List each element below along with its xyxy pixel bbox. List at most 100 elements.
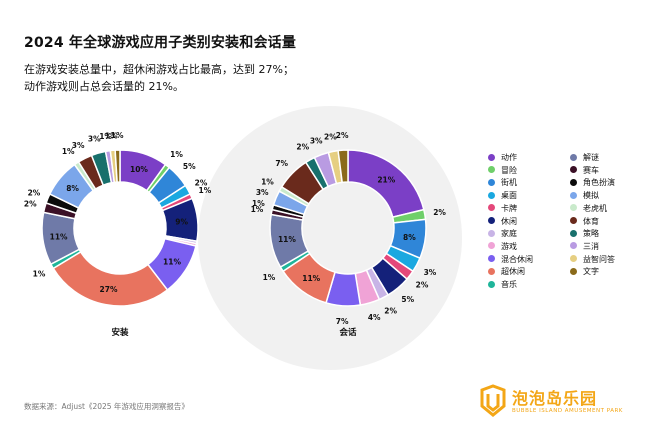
legend-item-动作: 动作 xyxy=(488,152,517,164)
data-label-解谜: 11% xyxy=(278,235,296,244)
data-label-卡牌: 1% xyxy=(199,186,212,195)
legend-swatch xyxy=(488,166,495,174)
legend-swatch xyxy=(488,242,495,250)
legend-item-混合休闲: 混合休闲 xyxy=(488,254,533,266)
sessions-donut: 21%2%8%3%2%5%2%4%7%11%1%11%1%1%3%1%7%2%3… xyxy=(251,131,447,326)
data-label-混合休闲: 7% xyxy=(336,317,349,326)
legend-item-桌面: 桌面 xyxy=(488,190,517,202)
legend-label: 家庭 xyxy=(501,229,517,239)
data-label-游戏: 4% xyxy=(368,313,381,322)
chart-title: 2024 年全球游戏应用子类别安装和会话量 xyxy=(24,35,297,51)
legend-swatch xyxy=(488,153,495,161)
data-label-卡牌: 2% xyxy=(416,280,429,289)
legend-label: 桌面 xyxy=(501,191,517,201)
legend-swatch xyxy=(488,255,495,263)
legend-label: 动作 xyxy=(501,153,517,162)
data-label-文字: 2% xyxy=(336,131,349,140)
data-label-益智问答: 2% xyxy=(324,133,337,142)
legend-item-益智问答: 益智问答 xyxy=(570,254,615,266)
legend-swatch xyxy=(570,153,577,161)
brand-name: 泡泡岛乐园 xyxy=(512,389,598,408)
legend-swatch xyxy=(488,217,495,224)
legend-label: 角色扮演 xyxy=(583,178,615,188)
slice-文字 xyxy=(337,149,349,184)
data-label-街机: 5% xyxy=(183,162,196,171)
legend-label: 赛车 xyxy=(583,165,599,175)
chart-subtitle: 在游戏安装总量中，超休闲游戏占比最高，达到 27%； 动作游戏则占总会话量的 2… xyxy=(24,61,294,95)
data-label-混合休闲: 11% xyxy=(163,258,181,267)
data-label-解谜: 11% xyxy=(50,233,68,242)
legend-item-赛车: 赛车 xyxy=(570,165,599,177)
slice-文字 xyxy=(114,149,121,183)
legend-label: 解谜 xyxy=(583,153,599,162)
data-label-冒险: 1% xyxy=(170,150,183,159)
legend-swatch xyxy=(570,191,577,199)
legend-item-解谜: 解谜 xyxy=(570,152,599,164)
data-label-动作: 10% xyxy=(130,165,148,174)
legend-item-休闲: 休闲 xyxy=(488,216,517,228)
data-label-动作: 21% xyxy=(377,175,395,184)
data-label-超休闲: 11% xyxy=(302,274,320,283)
legend-label: 益智问答 xyxy=(583,254,615,264)
legend-label: 混合休闲 xyxy=(501,254,533,264)
data-label-休闲: 5% xyxy=(401,295,414,304)
legend-item-卡牌: 卡牌 xyxy=(488,203,517,215)
legend-item-文字: 文字 xyxy=(570,266,599,278)
data-label-休闲: 9% xyxy=(175,217,188,226)
legend-swatch xyxy=(488,191,495,199)
legend-swatch xyxy=(570,267,577,275)
data-label-赛车: 2% xyxy=(24,200,37,209)
legend-label: 休闲 xyxy=(501,216,517,226)
subtitle-line-2: 动作游戏则占总会话量的 21%。 xyxy=(24,80,184,93)
data-label-角色扮演: 1% xyxy=(252,199,265,208)
legend-label: 游戏 xyxy=(501,241,517,251)
legend-item-体育: 体育 xyxy=(570,216,599,228)
legend-item-街机: 街机 xyxy=(488,177,517,189)
legend-item-策略: 策略 xyxy=(570,228,599,240)
legend-item-音乐: 音乐 xyxy=(488,279,517,291)
legend-label: 文字 xyxy=(583,267,599,277)
legend-item-角色扮演: 角色扮演 xyxy=(570,177,615,189)
data-label-模拟: 8% xyxy=(66,184,79,193)
data-label-冒险: 2% xyxy=(433,208,446,217)
sessions-chart-title: 会话 xyxy=(338,327,357,338)
installs-donut: 10%1%5%2%1%9%11%27%1%11%2%2%8%1%3%3%1%1%… xyxy=(24,131,212,307)
legend-item-老虎机: 老虎机 xyxy=(570,203,607,215)
data-label-模拟: 3% xyxy=(256,188,269,197)
legend-label: 街机 xyxy=(501,178,517,188)
legend-label: 超休闲 xyxy=(501,267,525,277)
source-note: 数据来源：Adjust《2025 年游戏应用洞察报告》 xyxy=(24,402,189,411)
legend-swatch xyxy=(570,217,577,224)
legend-label: 音乐 xyxy=(501,280,517,289)
legend-label: 冒险 xyxy=(501,165,517,175)
brand-logo: 泡泡岛乐园 BUBBLE ISLAND AMUSEMENT PARK xyxy=(478,384,638,424)
data-label-三消: 1% xyxy=(99,132,112,141)
legend-swatch xyxy=(570,242,577,250)
brand-icon xyxy=(480,384,506,417)
data-label-桌面: 2% xyxy=(195,178,208,187)
data-label-街机: 8% xyxy=(403,233,416,242)
legend-swatch xyxy=(570,178,577,186)
legend-label: 体育 xyxy=(583,216,599,226)
legend-label: 老虎机 xyxy=(583,203,607,213)
data-label-文字: 1% xyxy=(111,131,124,140)
data-label-家庭: 2% xyxy=(384,307,397,316)
legend-swatch xyxy=(488,280,495,288)
legend-item-冒险: 冒险 xyxy=(488,165,517,177)
data-label-老虎机: 1% xyxy=(261,178,274,187)
data-label-三消: 3% xyxy=(310,137,323,146)
legend-swatch xyxy=(570,166,577,174)
data-label-桌面: 3% xyxy=(424,268,437,277)
legend-swatch xyxy=(488,267,495,275)
legend-swatch xyxy=(488,178,495,186)
brand-tagline: BUBBLE ISLAND AMUSEMENT PARK xyxy=(512,408,623,414)
data-label-体育: 3% xyxy=(72,141,85,150)
legend-label: 模拟 xyxy=(583,191,599,201)
legend-swatch xyxy=(488,204,495,212)
data-label-角色扮演: 2% xyxy=(28,189,41,198)
slice-超休闲 xyxy=(52,250,169,307)
data-label-策略: 2% xyxy=(296,143,309,152)
data-label-音乐: 1% xyxy=(33,270,46,279)
data-label-音乐: 1% xyxy=(263,273,276,282)
data-label-体育: 7% xyxy=(275,159,288,168)
